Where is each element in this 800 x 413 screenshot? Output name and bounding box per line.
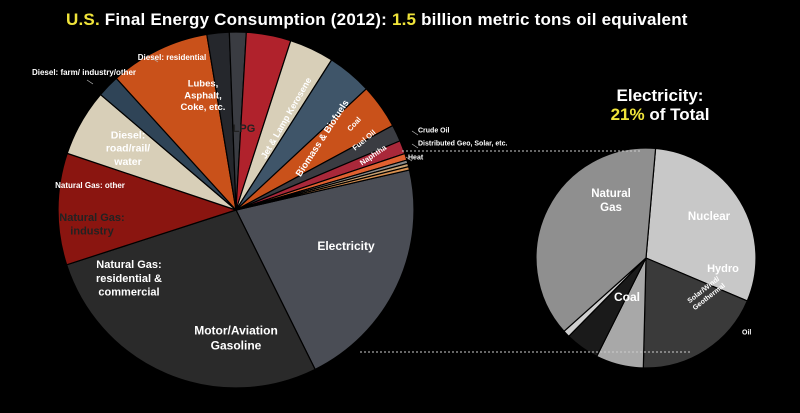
leader-line [411,130,419,136]
electricity-label-natural-gas: Natural Gas [591,188,631,214]
electricity-slice-nuclear [642,257,749,369]
main-label-heat: Heat [408,154,424,161]
electricity-title-line1: Electricity: [616,86,704,105]
main-pie: Electricity Motor/Aviation Gasoline Natural… [32,31,508,389]
leader-line [411,143,419,149]
main-label-distributed-geo-solar-etc: Distributed Geo, Solar, etc. [418,140,508,147]
electricity-share-value: 21% [610,105,645,124]
main-label-crude-oil: Crude Oil [418,127,450,134]
electricity-title-line2: 21% of Total [560,105,760,124]
electricity-label-oil: Oil [742,329,751,336]
main-slice-motor-aviation-gasoline [65,209,316,389]
main-slice-diesel-road-rail-water [115,33,237,212]
main-label-natural-gas-other: Natural Gas: other [55,181,125,190]
title-prefix: U.S. [66,10,100,29]
electricity-slice-natural-gas [645,147,757,302]
title-middle: Final Energy Consumption (2012): [99,10,392,29]
leader-line [151,57,159,63]
chart-title: U.S. Final Energy Consumption (2012): 1.… [66,10,786,30]
main-slice-heat [235,165,411,211]
main-label-lpg: LPG [233,123,256,135]
leader-line [405,156,413,162]
electricity-label-hydro: Hydro [707,263,739,275]
title-suffix: billion metric tons oil equivalent [416,10,688,29]
main-slice-electricity [235,169,415,371]
electricity-pie: Natural GasNuclearHydroSolar/Wind/Geother… [535,147,757,369]
electricity-title: Electricity: 21% of Total [560,86,760,124]
leader-line [86,79,94,85]
main-label-natural-gas-industry: Natural Gas: industry [59,212,124,238]
main-label-diesel-farm-industry-other: Diesel: farm/ industry/other [32,68,136,77]
main-label-electricity: Electricity [317,239,375,253]
main-label-diesel-residential: Diesel: residential [138,53,206,62]
main-label-lubes-asphalt-coke-etc: Lubes, Asphalt, Coke, etc. [181,78,226,113]
electricity-slice-coal [535,147,657,333]
electricity-label-nuclear: Nuclear [688,211,731,223]
electricity-share-suffix: of Total [644,105,710,124]
main-slice-natural-gas-residential-commercial [57,152,238,266]
main-label-diesel-road-rail-water: Diesel: road/rail/water [106,130,150,168]
title-value: 1.5 [391,10,417,29]
main-label-motor-aviation-gasoline: Motor/Aviation Gasoline [194,324,278,353]
main-label-natural-gas-residential-commercial: Natural Gas: residential & commercial [96,259,162,299]
electricity-label-coal: Coal [614,290,640,304]
